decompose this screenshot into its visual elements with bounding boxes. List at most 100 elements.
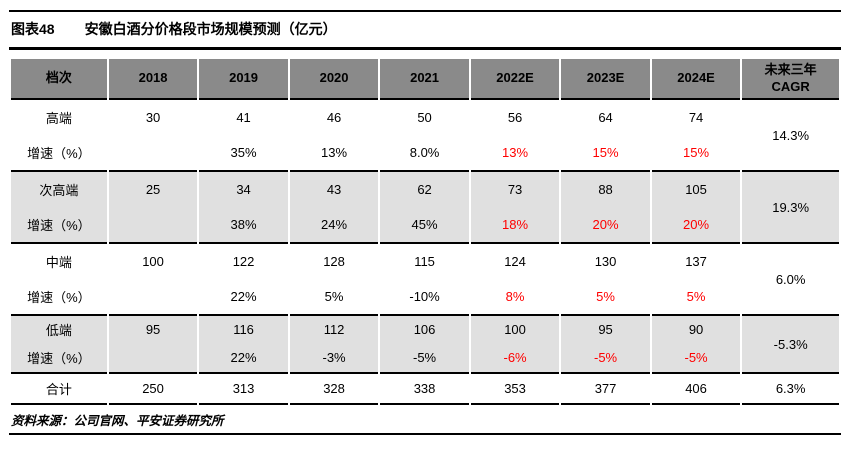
size-value-cell: 122 — [199, 242, 288, 278]
size-value-cell: 130 — [561, 242, 650, 278]
market-size-table: 档次 2018 2019 2020 2021 2022E 2023E 2024E 未来三年 CAG… — [9, 59, 841, 405]
growth-value-cell: 8% — [470, 278, 560, 314]
size-value-cell: 73 — [470, 170, 560, 206]
cagr-header-line2: CAGR — [771, 78, 810, 94]
growth-value-cell: 13% — [470, 134, 560, 170]
size-value-cell: 128 — [289, 242, 379, 278]
tier-name-cell: 高端 — [11, 98, 107, 134]
growth-value-cell: 20% — [561, 206, 650, 242]
growth-value-cell: 13% — [289, 134, 379, 170]
growth-value-cell — [108, 206, 198, 242]
size-value-cell: 116 — [199, 314, 288, 343]
total-value-cell: 313 — [199, 372, 288, 405]
size-value-cell: 112 — [289, 314, 379, 343]
growth-value-cell: 20% — [651, 206, 741, 242]
growth-label-cell: 增速（%） — [11, 134, 107, 170]
col-header-tier: 档次 — [11, 59, 107, 98]
figure-label: 图表48 — [11, 21, 55, 37]
size-value-cell: 88 — [561, 170, 650, 206]
total-value-cell: 406 — [651, 372, 741, 405]
tier-name-cell: 低端 — [11, 314, 107, 343]
total-cagr-cell: 6.3% — [742, 372, 839, 405]
growth-label-cell: 增速（%） — [11, 206, 107, 242]
col-header-year: 2020 — [289, 59, 379, 98]
growth-value-cell: -5% — [651, 343, 741, 372]
growth-value-cell: 15% — [561, 134, 650, 170]
tier-size-row: 高端 30 41 46 50 56 64 74 14.3% — [11, 98, 839, 170]
size-value-cell: 124 — [470, 242, 560, 278]
growth-label-cell: 增速（%） — [11, 343, 107, 372]
size-value-cell: 30 — [108, 98, 198, 134]
col-header-year: 2018 — [108, 59, 198, 98]
tier-size-row: 低端 95 116 112 106 100 95 90 -5.3% — [11, 314, 839, 372]
growth-row: 增速（%） 22% -3% -5% -6% -5% -5% — [11, 343, 839, 372]
cagr-cell: 14.3% — [742, 98, 839, 170]
growth-row: 增速（%） 22% 5% -10% 8% 5% 5% — [11, 278, 839, 314]
total-value-cell: 338 — [380, 372, 469, 405]
col-header-year: 2022E — [470, 59, 560, 98]
col-header-cagr: 未来三年 CAGR — [742, 59, 839, 98]
total-row: 合计 250 313 328 338 353 377 406 6.3% — [11, 372, 839, 405]
total-label-cell: 合计 — [11, 372, 107, 405]
size-value-cell: 95 — [561, 314, 650, 343]
figure-header: 图表48 安徽白酒分价格段市场规模预测（亿元） — [9, 10, 841, 50]
growth-value-cell: 18% — [470, 206, 560, 242]
total-value-cell: 377 — [561, 372, 650, 405]
growth-value-cell — [108, 278, 198, 314]
growth-label-cell: 增速（%） — [11, 278, 107, 314]
growth-value-cell: -10% — [380, 278, 469, 314]
col-header-year: 2023E — [561, 59, 650, 98]
growth-value-cell: 45% — [380, 206, 469, 242]
tier-name-cell: 中端 — [11, 242, 107, 278]
growth-value-cell: 22% — [199, 343, 288, 372]
size-value-cell: 34 — [199, 170, 288, 206]
growth-value-cell: 38% — [199, 206, 288, 242]
table-body: 高端 30 41 46 50 56 64 74 14.3% 增速（%） 35% 13% 8.0% 13% 1… — [11, 98, 839, 405]
tier-name-cell: 次高端 — [11, 170, 107, 206]
total-value-cell: 250 — [108, 372, 198, 405]
size-value-cell: 100 — [470, 314, 560, 343]
total-value-cell: 353 — [470, 372, 560, 405]
size-value-cell: 46 — [289, 98, 379, 134]
source-note: 资料来源：公司官网、平安证券研究所 — [9, 405, 841, 435]
size-value-cell: 106 — [380, 314, 469, 343]
figure-title: 安徽白酒分价格段市场规模预测（亿元） — [84, 21, 337, 37]
col-header-year: 2024E — [651, 59, 741, 98]
growth-value-cell — [108, 343, 198, 372]
growth-value-cell: -5% — [561, 343, 650, 372]
cagr-cell: -5.3% — [742, 314, 839, 372]
cagr-cell: 19.3% — [742, 170, 839, 242]
size-value-cell: 56 — [470, 98, 560, 134]
growth-value-cell: 8.0% — [380, 134, 469, 170]
size-value-cell: 90 — [651, 314, 741, 343]
growth-value-cell: -3% — [289, 343, 379, 372]
tier-size-row: 次高端 25 34 43 62 73 88 105 19.3% — [11, 170, 839, 242]
col-header-year: 2019 — [199, 59, 288, 98]
table-header-row: 档次 2018 2019 2020 2021 2022E 2023E 2024E 未来三年 CAG… — [11, 59, 839, 98]
growth-value-cell: 15% — [651, 134, 741, 170]
growth-value-cell: 5% — [651, 278, 741, 314]
total-value-cell: 328 — [289, 372, 379, 405]
size-value-cell: 105 — [651, 170, 741, 206]
growth-value-cell: 22% — [199, 278, 288, 314]
growth-value-cell: -5% — [380, 343, 469, 372]
growth-value-cell: 5% — [561, 278, 650, 314]
tier-size-row: 中端 100 122 128 115 124 130 137 6.0% — [11, 242, 839, 314]
growth-value-cell: 24% — [289, 206, 379, 242]
growth-row: 增速（%） 35% 13% 8.0% 13% 15% 15% — [11, 134, 839, 170]
size-value-cell: 43 — [289, 170, 379, 206]
growth-row: 增速（%） 38% 24% 45% 18% 20% 20% — [11, 206, 839, 242]
growth-value-cell: 5% — [289, 278, 379, 314]
cagr-cell: 6.0% — [742, 242, 839, 314]
size-value-cell: 25 — [108, 170, 198, 206]
size-value-cell: 41 — [199, 98, 288, 134]
growth-value-cell: -6% — [470, 343, 560, 372]
size-value-cell: 100 — [108, 242, 198, 278]
size-value-cell: 74 — [651, 98, 741, 134]
size-value-cell: 115 — [380, 242, 469, 278]
size-value-cell: 62 — [380, 170, 469, 206]
report-figure: 图表48 安徽白酒分价格段市场规模预测（亿元） 档次 2018 2019 2020 20… — [9, 10, 841, 435]
size-value-cell: 50 — [380, 98, 469, 134]
size-value-cell: 64 — [561, 98, 650, 134]
growth-value-cell — [108, 134, 198, 170]
